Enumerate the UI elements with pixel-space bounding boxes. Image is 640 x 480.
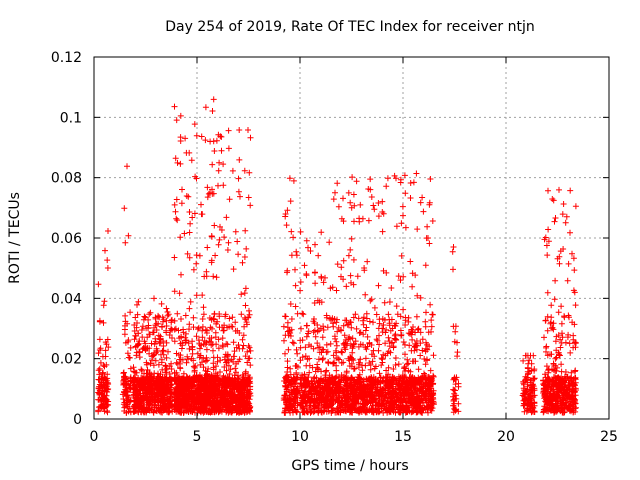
x-tick-label: 25: [600, 429, 618, 445]
x-tick-label: 20: [497, 429, 515, 445]
x-tick-labels: 0 5 10 15 20 25: [90, 429, 618, 445]
scatter-markers: [95, 96, 579, 416]
y-axis-label: ROTI / TECUs: [7, 192, 23, 284]
chart-title: Day 254 of 2019, Rate Of TEC Index for r…: [165, 19, 535, 35]
x-tick-label: 0: [90, 429, 99, 445]
y-tick-label: 0: [73, 412, 82, 428]
data-points: [95, 96, 579, 416]
x-axis-label: GPS time / hours: [291, 458, 408, 474]
y-tick-label: 0.12: [51, 50, 82, 66]
y-tick-labels: 0 0.02 0.04 0.06 0.08 0.1 0.12: [51, 50, 82, 428]
y-tick-label: 0.04: [51, 291, 82, 307]
x-tick-label: 15: [394, 429, 412, 445]
x-tick-label: 5: [193, 429, 202, 445]
y-tick-label: 0.02: [51, 352, 82, 368]
y-tick-label: 0.06: [51, 231, 82, 247]
axis-ticks: [93, 56, 610, 420]
y-tick-label: 0.1: [60, 110, 82, 126]
y-tick-label: 0.08: [51, 171, 82, 187]
x-tick-label: 10: [291, 429, 309, 445]
